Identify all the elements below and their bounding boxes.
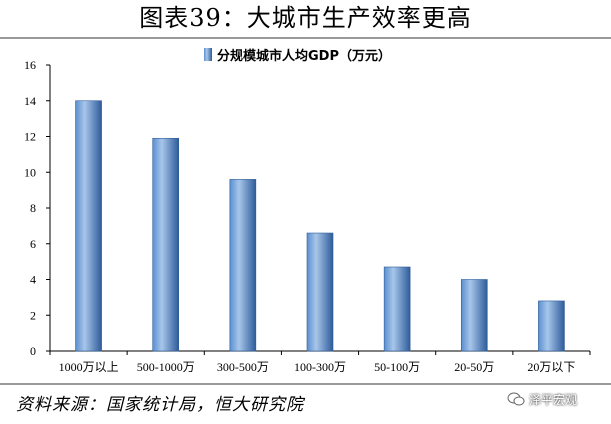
chart-title: 图表39：大城市生产效率更高 (139, 4, 472, 32)
title-divider (0, 37, 611, 39)
legend-label: 分规模城市人均GDP（万元） (217, 48, 391, 64)
bar (229, 179, 257, 352)
legend-swatch (204, 48, 212, 61)
watermark: 泽平宏观 (507, 388, 577, 410)
x-axis-ticks: 1000万以上 500-1000万 300-500万 100-300万 50-100万 2… (49, 351, 591, 374)
source-note: 资料来源：国家统计局，恒大研究院 (16, 395, 304, 415)
x-tick-label: 20-50万 (454, 360, 494, 374)
bar (383, 266, 411, 352)
wechat-icon (507, 392, 525, 406)
bars (75, 100, 565, 352)
bar (75, 100, 102, 352)
bar (306, 232, 334, 352)
bar-chart: 分规模城市人均GDP（万元） 0 2 4 6 8 10 12 14 16 1000万以上 500-… (24, 48, 591, 374)
y-tick-label: 2 (30, 308, 36, 322)
x-tick-label: 1000万以上 (59, 360, 119, 374)
x-tick-label: 50-100万 (374, 360, 420, 374)
y-tick-label: 14 (24, 94, 36, 108)
x-tick-label: 500-1000万 (137, 360, 195, 374)
x-tick-label: 20万以下 (527, 360, 575, 374)
y-tick-label: 16 (24, 58, 36, 72)
bar (152, 137, 180, 352)
watermark-text: 泽平宏观 (529, 392, 578, 407)
bar (460, 279, 488, 352)
footer-divider (0, 383, 611, 385)
x-tick-label: 100-300万 (294, 360, 346, 374)
y-axis-ticks: 0 2 4 6 8 10 12 14 16 (24, 58, 50, 358)
y-tick-label: 10 (24, 165, 36, 179)
x-tick-label: 300-500万 (217, 360, 269, 374)
bar (538, 300, 565, 352)
y-tick-label: 8 (30, 201, 36, 215)
y-tick-label: 6 (30, 237, 36, 251)
y-tick-label: 12 (24, 130, 36, 144)
legend: 分规模城市人均GDP（万元） (204, 48, 391, 64)
y-tick-label: 0 (30, 344, 36, 358)
y-tick-label: 4 (30, 273, 36, 287)
